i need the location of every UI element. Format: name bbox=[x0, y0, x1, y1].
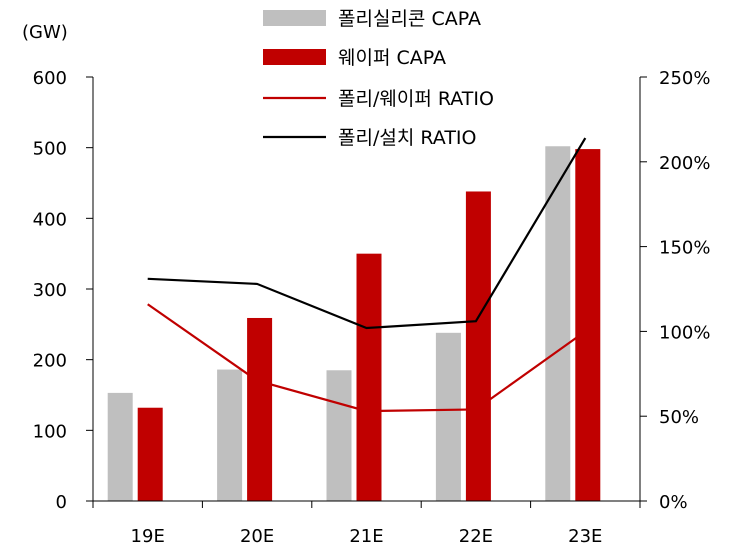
x-tick-label: 22E bbox=[459, 526, 493, 547]
left-tick-label: 200 bbox=[33, 351, 67, 372]
right-tick-label: 250% bbox=[659, 68, 710, 89]
wafer-bar-19E bbox=[137, 407, 163, 501]
wafer-bar-23E bbox=[575, 149, 601, 501]
ratio-lines bbox=[147, 137, 587, 413]
poly-install-ratio-line bbox=[147, 137, 587, 330]
left-tick-label: 400 bbox=[33, 209, 67, 230]
right-tick-label: 0% bbox=[659, 492, 688, 513]
left-tick-label: 600 bbox=[33, 68, 67, 89]
right-tick-label: 150% bbox=[659, 238, 710, 259]
legend-swatch bbox=[263, 49, 326, 65]
x-tick-label: 23E bbox=[568, 526, 602, 547]
polysilicon-bar-22E bbox=[435, 332, 461, 501]
legend-label: 웨이퍼 CAPA bbox=[338, 47, 446, 69]
polysilicon-bar-19E bbox=[107, 392, 133, 501]
left-tick-label: 100 bbox=[33, 421, 67, 442]
wafer-bar-21E bbox=[356, 253, 382, 501]
poly-wafer-ratio-line bbox=[147, 303, 586, 413]
x-tick-label: 19E bbox=[131, 526, 165, 547]
left-axis-ticks: 0 100 200 300 400 500 600 bbox=[33, 68, 93, 513]
left-tick-label: 300 bbox=[33, 280, 67, 301]
right-tick-label: 100% bbox=[659, 322, 710, 343]
axes bbox=[92, 77, 641, 502]
legend-swatch bbox=[263, 10, 326, 26]
right-tick-label: 50% bbox=[659, 407, 699, 428]
right-axis-ticks: 0% 50% 100% 150% 200% 250% bbox=[640, 68, 710, 513]
unit-label: (GW) bbox=[22, 22, 68, 43]
x-axis-ticks: 19E 20E 21E 22E 23E bbox=[92, 501, 641, 547]
legend-label: 폴리/웨이퍼 RATIO bbox=[338, 88, 494, 110]
legend: 폴리실리콘 CAPA 웨이퍼 CAPA 폴리/웨이퍼 RATIO 폴리/설치 RATI… bbox=[263, 8, 494, 149]
x-tick-label: 21E bbox=[349, 526, 383, 547]
left-tick-label: 500 bbox=[33, 139, 67, 160]
legend-label: 폴리/설치 RATIO bbox=[338, 127, 476, 149]
polysilicon-bar-21E bbox=[326, 370, 352, 501]
wafer-bar-20E bbox=[247, 317, 273, 501]
right-tick-label: 200% bbox=[659, 153, 710, 174]
polysilicon-bar-20E bbox=[217, 369, 243, 501]
legend-label: 폴리실리콘 CAPA bbox=[338, 8, 481, 30]
x-tick-label: 20E bbox=[240, 526, 274, 547]
bars bbox=[107, 146, 601, 502]
left-tick-label: 0 bbox=[56, 492, 67, 513]
polysilicon-bar-23E bbox=[545, 146, 571, 501]
wafer-bar-22E bbox=[465, 191, 491, 502]
